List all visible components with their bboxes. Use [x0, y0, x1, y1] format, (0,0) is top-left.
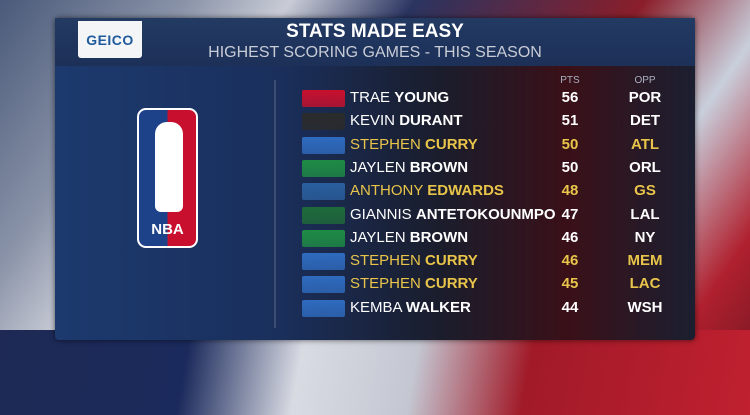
- table-row: ANTHONY EDWARDS 48 GS: [302, 182, 672, 202]
- points: 48: [561, 182, 579, 200]
- player-name: ANTHONY EDWARDS: [350, 182, 504, 200]
- points: 46: [561, 252, 579, 270]
- table-row: KEVIN DURANT 51 DET: [302, 112, 672, 132]
- opponent: GS: [634, 182, 656, 200]
- table-row: GIANNIS ANTETOKOUNMPO 47 LAL: [302, 206, 672, 226]
- table-row: JAYLEN BROWN 50 ORL: [302, 159, 672, 179]
- team-logo-celtics: [302, 159, 345, 177]
- team-logo-knicks: [302, 299, 345, 317]
- points: 46: [561, 228, 579, 246]
- team-logo-celtics: [302, 229, 345, 247]
- opponent: ATL: [630, 135, 660, 153]
- title: STATS MADE EASY: [286, 21, 464, 42]
- opponent: NY: [634, 228, 656, 246]
- player-name: KEVIN DURANT: [350, 112, 463, 130]
- player-name: KEMBA WALKER: [350, 298, 471, 316]
- pts-header: PTS: [560, 75, 580, 86]
- opponent: POR: [628, 89, 662, 106]
- opponent: LAC: [629, 275, 661, 293]
- points: 45: [561, 275, 579, 293]
- table-row: STEPHEN CURRY 50 ATL: [302, 136, 672, 156]
- player-name: STEPHEN CURRY: [350, 252, 478, 270]
- opp-header: OPP: [634, 75, 656, 86]
- team-logo-warriors: [302, 136, 345, 154]
- team-logo-hawks: [302, 90, 345, 107]
- points: 47: [561, 205, 579, 223]
- table-row: TRAE YOUNG 56 POR: [302, 89, 672, 109]
- opponent: WSH: [627, 298, 663, 316]
- table-row: KEMBA WALKER 44 WSH: [302, 299, 672, 319]
- opponent: MEM: [627, 252, 663, 270]
- player-name: STEPHEN CURRY: [350, 135, 478, 153]
- team-logo-timberwolves: [302, 183, 345, 201]
- team-logo-warriors: [302, 276, 345, 294]
- table-row: JAYLEN BROWN 46 NY: [302, 229, 672, 249]
- divider: [274, 80, 276, 328]
- background-flag: [0, 330, 750, 415]
- points: 50: [561, 158, 579, 176]
- player-name: JAYLEN BROWN: [350, 158, 469, 176]
- player-name: JAYLEN BROWN: [350, 228, 469, 246]
- sponsor-logo: GEICO: [78, 21, 142, 58]
- points: 44: [561, 298, 579, 316]
- opponent: DET: [630, 112, 660, 130]
- points: 51: [561, 112, 579, 130]
- team-logo-nets: [302, 113, 345, 131]
- player-name: STEPHEN CURRY: [350, 275, 478, 293]
- table-row: STEPHEN CURRY 46 MEM: [302, 252, 672, 272]
- team-logo-warriors: [302, 253, 345, 271]
- points: 56: [561, 89, 579, 106]
- table-row: STEPHEN CURRY 45 LAC: [302, 275, 672, 295]
- subtitle: HIGHEST SCORING GAMES - THIS SEASON: [208, 44, 542, 61]
- header: GEICO STATS MADE EASY HIGHEST SCORING GA…: [55, 18, 695, 66]
- nba-logo: NBA: [137, 108, 198, 248]
- opponent: LAL: [630, 205, 660, 223]
- team-logo-bucks: [302, 206, 345, 224]
- player-name: TRAE YOUNG: [350, 89, 450, 106]
- opponent: ORL: [629, 158, 661, 176]
- stats-panel: GEICO STATS MADE EASY HIGHEST SCORING GA…: [55, 18, 695, 340]
- player-name: GIANNIS ANTETOKOUNMPO: [350, 205, 556, 223]
- points: 50: [561, 135, 579, 153]
